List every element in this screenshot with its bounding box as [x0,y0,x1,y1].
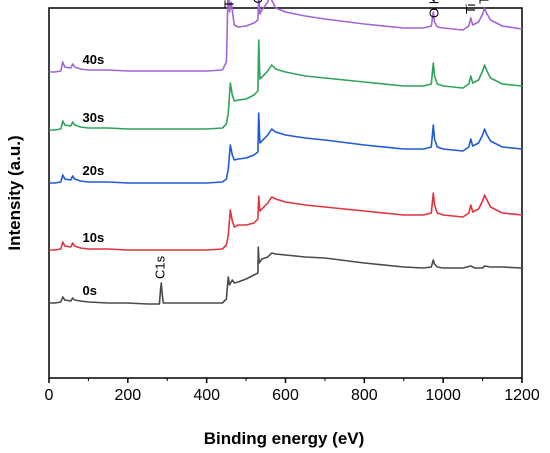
series-labels: 0s 10s 20s 30s 40s [83,52,105,298]
series-label: 10s [83,230,105,245]
peak-label: O1s [250,0,265,4]
peak-label: Ti LMM [463,0,478,14]
x-tick-label: 400 [193,387,220,404]
x-tick-label: 200 [114,387,141,404]
series-label: 20s [83,163,105,178]
y-axis-label: Intensity (a.u.) [5,135,24,250]
series-label: 40s [83,52,105,67]
series-line-10s [49,192,523,251]
peak-labels: C1sTi2pO1sV2pO KLLTi LMMTi LMM1 [153,0,492,279]
plot-border [48,7,523,379]
x-tick-label: 0 [45,387,54,404]
peak-label: Ti LMM1 [477,0,492,4]
peak-label: Ti2p [222,0,237,8]
peak-label: O KLL [427,0,442,18]
peak-label: C1s [153,255,168,279]
series-label: 0s [83,283,97,298]
series-line-30s [49,39,523,131]
series-line-0s [49,246,523,305]
x-tick-label: 1000 [425,387,461,404]
x-tick-label: 600 [272,387,299,404]
plot-frame [48,7,523,379]
x-tick-label: 800 [351,387,378,404]
series-layer [49,0,523,305]
x-tick-label: 1200 [504,387,540,404]
x-axis-label: Binding energy (eV) [204,429,365,448]
x-axis-ticks: 0 200 400 600 800 1000 1200 [45,378,540,404]
series-line-40s [49,0,523,73]
series-label: 30s [83,110,105,125]
series-line-20s [49,112,523,184]
